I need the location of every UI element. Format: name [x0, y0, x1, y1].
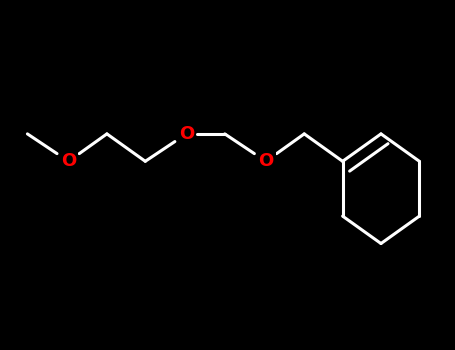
Text: O: O — [258, 152, 273, 170]
Text: O: O — [61, 152, 76, 170]
Text: O: O — [179, 125, 194, 143]
